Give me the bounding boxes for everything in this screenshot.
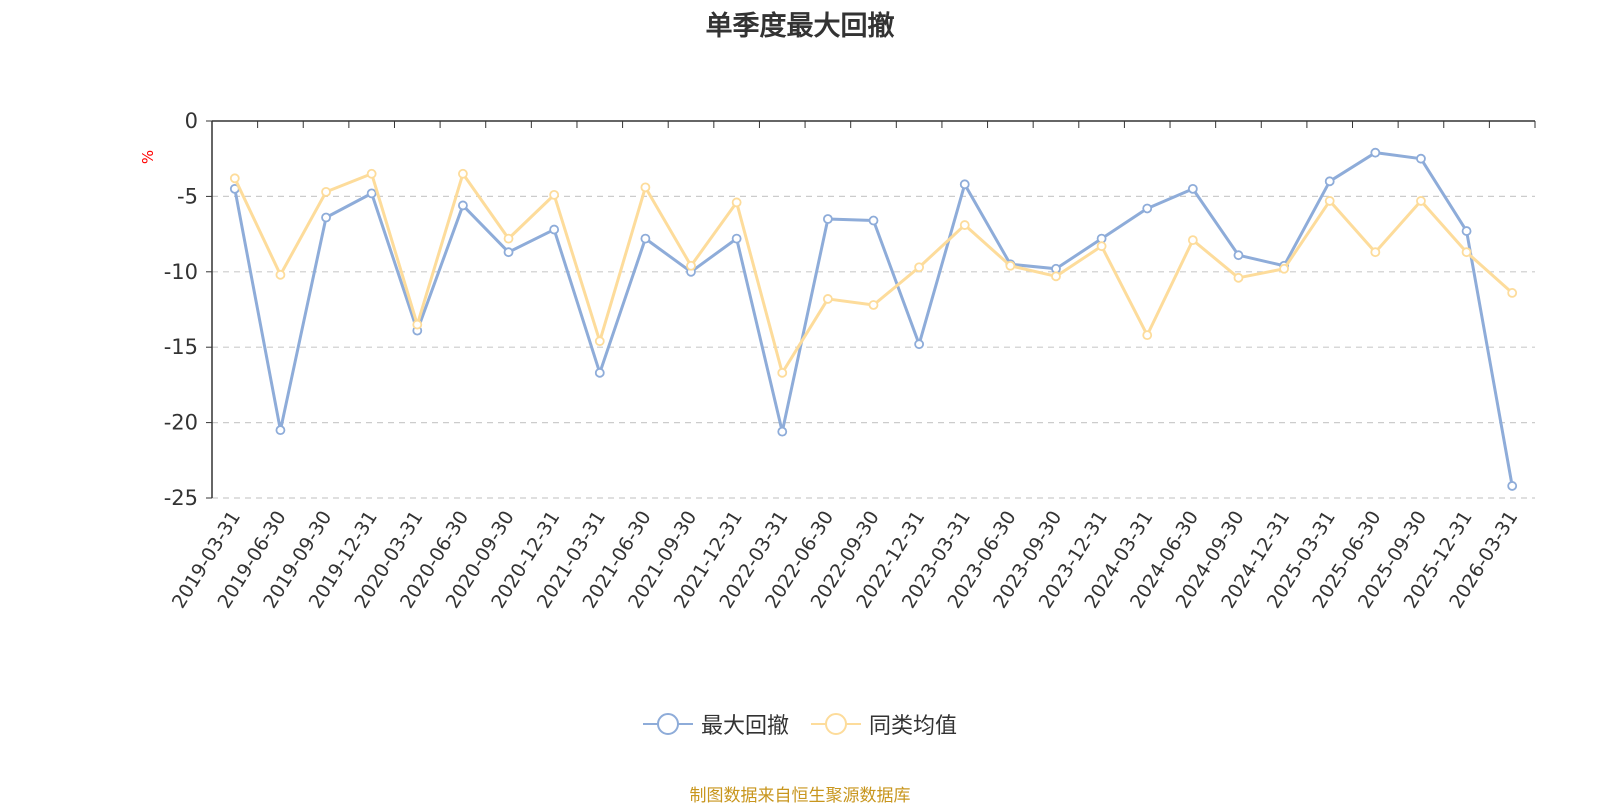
data-point-1-17 [1005, 260, 1016, 271]
legend-item-series-1[interactable]: 同类均值 [811, 708, 957, 740]
y-tick-label-3: -15 [164, 335, 198, 359]
data-point-1-14 [868, 300, 879, 310]
data-point-0-8 [594, 367, 605, 378]
data-point-0-15 [914, 339, 925, 350]
y-tick-label-1: -5 [177, 184, 198, 208]
data-point-1-5 [458, 168, 468, 179]
legend-item-series-0[interactable]: 最大回撤 [642, 708, 789, 740]
data-point-1-0 [229, 173, 240, 184]
data-point-1-13 [822, 294, 833, 304]
data-point-1-8 [594, 336, 605, 347]
data-point-0-20 [1142, 203, 1153, 214]
data-point-0-12 [777, 426, 788, 437]
legend: 最大回撤 同类均值 [0, 708, 1600, 740]
data-point-0-9 [640, 233, 651, 244]
data-point-1-25 [1370, 247, 1381, 258]
data-point-1-10 [686, 260, 696, 271]
data-point-1-19 [1096, 241, 1107, 252]
data-point-1-15 [914, 262, 925, 273]
data-point-1-24 [1324, 196, 1335, 206]
legend-swatch-series-1 [811, 713, 861, 735]
data-point-1-6 [503, 233, 514, 244]
y-tick-label-2: -10 [164, 260, 198, 284]
data-point-1-27 [1461, 247, 1472, 258]
grid-lines [212, 195, 1535, 499]
data-point-0-28 [1507, 481, 1518, 491]
data-point-0-13 [822, 214, 833, 224]
series-layer [229, 147, 1518, 491]
data-point-1-26 [1416, 196, 1426, 206]
data-point-1-9 [640, 182, 651, 193]
y-tick-label-4: -20 [164, 411, 198, 435]
data-point-0-2 [321, 212, 331, 223]
series-0 [229, 147, 1518, 491]
source-note: 制图数据来自恒生聚源数据库 [689, 786, 911, 806]
data-point-1-2 [321, 186, 331, 197]
data-point-1-22 [1233, 272, 1244, 283]
legend-label-series-1: 同类均值 [869, 714, 958, 739]
data-point-1-1 [275, 269, 286, 280]
chart-title: 单季度最大回撤 [705, 11, 895, 42]
data-point-0-27 [1461, 226, 1472, 236]
data-point-0-7 [549, 224, 560, 235]
legend-swatch-series-0 [642, 713, 693, 735]
data-point-1-28 [1507, 288, 1518, 298]
data-point-0-1 [275, 425, 286, 436]
data-point-0-6 [503, 247, 514, 258]
series-line-1 [233, 172, 1514, 375]
data-point-0-25 [1370, 147, 1381, 158]
data-point-1-7 [549, 189, 560, 200]
data-point-0-11 [731, 233, 742, 244]
data-point-1-11 [731, 197, 742, 208]
data-point-0-5 [458, 200, 468, 211]
data-point-1-23 [1279, 263, 1289, 274]
data-point-0-14 [868, 215, 879, 226]
data-point-1-18 [1051, 271, 1061, 282]
data-point-1-3 [366, 168, 377, 179]
data-point-1-12 [777, 367, 788, 378]
data-point-0-26 [1416, 153, 1426, 164]
axes [206, 120, 1536, 499]
data-point-0-22 [1233, 250, 1244, 261]
legend-label-series-0: 最大回撤 [700, 714, 789, 739]
series-1 [229, 168, 1518, 378]
series-line-0 [233, 151, 1514, 487]
y-tick-label-0: 0 [185, 109, 198, 133]
data-point-1-21 [1187, 235, 1198, 246]
data-point-0-3 [366, 188, 377, 199]
data-point-0-16 [959, 179, 970, 190]
y-tick-label-5: -25 [164, 486, 198, 510]
tick-labels: 0-5-10-15-20-252019-03-312019-06-302019-… [164, 109, 1523, 612]
data-point-0-21 [1187, 183, 1198, 194]
data-point-1-20 [1142, 330, 1153, 341]
data-point-1-16 [959, 220, 970, 230]
data-point-1-4 [412, 319, 423, 330]
data-point-0-24 [1324, 176, 1335, 187]
